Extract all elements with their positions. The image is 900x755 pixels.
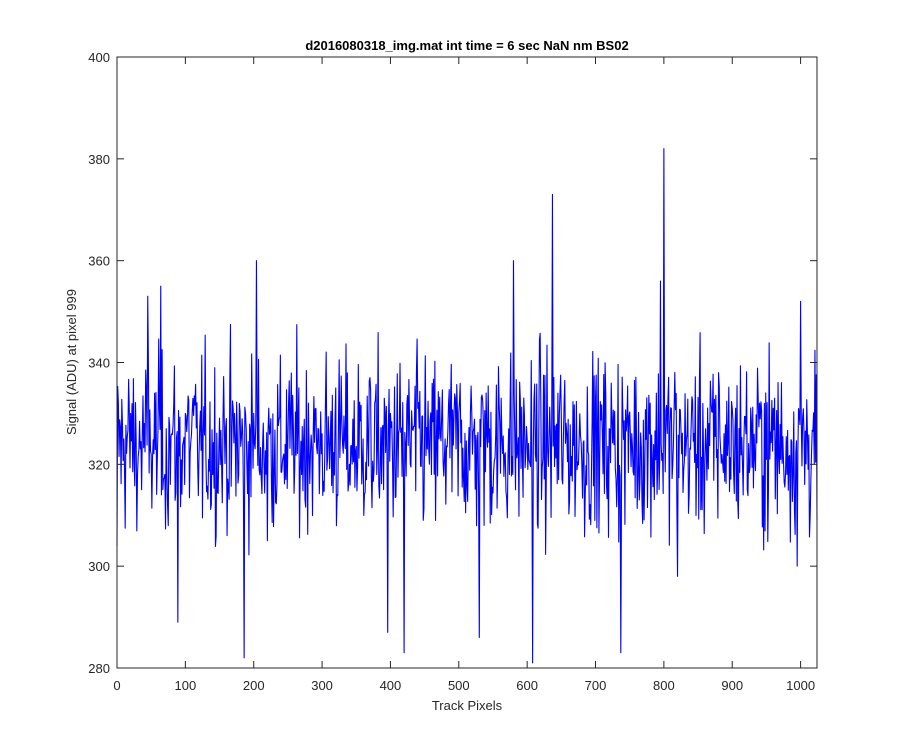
y-tick-label: 280 <box>88 661 110 676</box>
x-tick-label: 700 <box>585 678 607 693</box>
plot-area: 0 100 200 300 400 500 600 700 800 900 1000 280 300 32… <box>88 50 818 693</box>
x-tick-label: 600 <box>516 678 538 693</box>
chart-title: d2016080318_img.mat int time = 6 sec NaN… <box>305 38 628 53</box>
y-tick-label: 380 <box>88 152 110 167</box>
x-axis-label: Track Pixels <box>432 698 503 713</box>
y-tick-label: 360 <box>88 254 110 269</box>
x-tick-label: 200 <box>243 678 265 693</box>
y-tick-label: 300 <box>88 559 110 574</box>
y-axis-label: Signal (ADU) at pixel 999 <box>64 289 79 435</box>
x-tick-label: 800 <box>653 678 675 693</box>
x-tick-label: 500 <box>448 678 470 693</box>
x-tick-label: 300 <box>311 678 333 693</box>
x-tick-label: 0 <box>113 678 120 693</box>
y-tick-label: 320 <box>88 457 110 472</box>
x-tick-label: 1000 <box>786 678 815 693</box>
x-tick-label: 400 <box>380 678 402 693</box>
y-tick-label: 340 <box>88 356 110 371</box>
y-tick-label: 400 <box>88 50 110 65</box>
x-tick-label: 100 <box>175 678 197 693</box>
x-tick-label: 900 <box>721 678 743 693</box>
series-line-signal <box>116 148 818 664</box>
